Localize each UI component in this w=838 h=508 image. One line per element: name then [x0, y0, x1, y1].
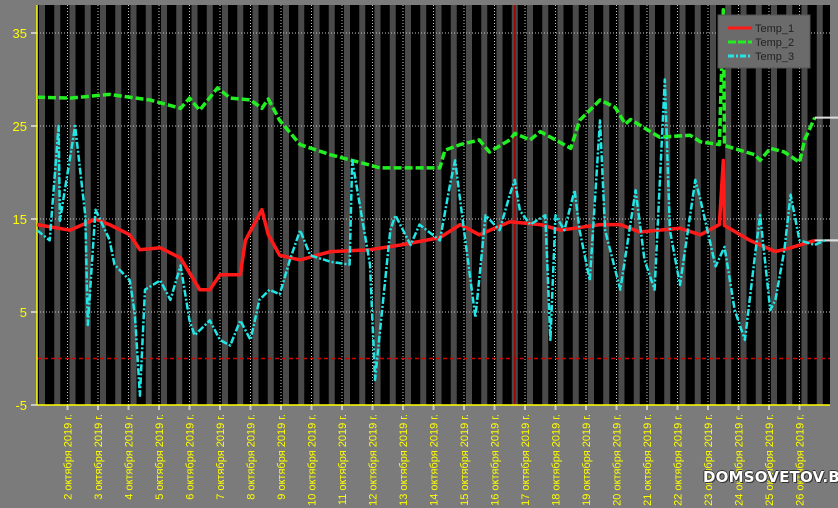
day-night-stripe [130, 5, 137, 405]
day-night-stripe [252, 5, 259, 405]
x-tick-label: 10 октября 2019 г. [307, 414, 319, 506]
series-line-temp-3 [36, 78, 826, 397]
day-night-stripe [176, 5, 183, 405]
legend-label: Temp_3 [755, 51, 794, 63]
x-tick-label: 14 октября 2019 г. [429, 414, 441, 506]
x-tick-label: 6 октября 2019 г. [185, 414, 197, 500]
day-night-stripe [755, 5, 762, 405]
day-night-stripe [481, 5, 488, 405]
day-night-stripe [420, 5, 427, 405]
day-night-stripe [816, 5, 823, 405]
x-tick-label: 20 октября 2019 г. [612, 414, 624, 506]
day-night-stripe [588, 5, 594, 405]
x-tick-label: 18 октября 2019 г. [551, 414, 563, 506]
legend-label: Temp_1 [755, 23, 794, 35]
x-tick-label: 3 октября 2019 г. [93, 414, 105, 500]
day-night-stripe [222, 5, 228, 405]
day-night-stripe [603, 5, 610, 405]
day-night-stripe [161, 5, 167, 405]
day-night-stripe [389, 5, 396, 405]
x-tick-label: 5 октября 2019 г. [154, 414, 166, 500]
day-night-stripe [69, 5, 76, 405]
day-night-stripe [450, 5, 457, 405]
day-night-stripe [206, 5, 213, 405]
day-night-stripe [801, 5, 808, 405]
day-night-stripe [39, 5, 45, 405]
legend-label: Temp_2 [755, 37, 794, 49]
day-night-stripe [374, 5, 381, 405]
y-tick-label: 5 [20, 305, 27, 320]
day-night-stripe [527, 5, 533, 405]
day-night-stripe [435, 5, 442, 405]
day-night-stripe [54, 5, 61, 405]
x-tick-label: 17 октября 2019 г. [520, 414, 532, 506]
x-tick-label: 22 октября 2019 г. [673, 414, 685, 506]
day-night-stripe [344, 5, 350, 405]
legend: Temp_1 Temp_2 Temp_3 [717, 14, 811, 69]
day-night-stripe [313, 5, 320, 405]
series-line-temp-1 [36, 158, 816, 292]
day-night-stripe [679, 5, 686, 405]
day-night-stripe [145, 5, 152, 405]
day-night-stripe [115, 5, 122, 405]
day-night-stripe [740, 5, 747, 405]
day-night-stripe [496, 5, 503, 405]
x-tick-label: 24 октября 2019 г. [734, 414, 746, 506]
x-tick-label: 11 октября 2019 г. [337, 414, 349, 505]
x-tick-label: 21 октября 2019 г. [642, 414, 654, 506]
x-tick-label: 8 октября 2019 г. [246, 414, 258, 500]
day-night-stripe [237, 5, 244, 405]
y-tick-label: -5 [15, 398, 27, 413]
x-tick-label: 26 октября 2019 г. [795, 414, 807, 506]
day-night-stripe [557, 5, 564, 405]
day-night-stripe [771, 5, 777, 405]
y-tick-label: 25 [13, 119, 27, 134]
x-tick-label: 12 октября 2019 г. [368, 414, 380, 506]
day-night-stripe [405, 5, 411, 405]
x-tick-label: 25 октября 2019 г. [764, 414, 776, 506]
y-tick-label: 35 [13, 26, 27, 41]
day-night-stripe [328, 5, 335, 405]
day-night-stripe [267, 5, 274, 405]
day-night-stripe [542, 5, 549, 405]
x-tick-label: 19 октября 2019 г. [581, 414, 593, 506]
x-tick-label: 15 октября 2019 г. [459, 414, 471, 506]
watermark: DOMSOVETOV.BY [703, 468, 838, 486]
day-night-stripe [359, 5, 366, 405]
day-night-stripe [618, 5, 625, 405]
series-line-temp-2 [36, 8, 817, 170]
y-tick-label: 15 [13, 212, 27, 227]
x-tick-label: 16 октября 2019 г. [490, 414, 502, 506]
day-night-stripe [649, 5, 655, 405]
x-tick-label: 9 октября 2019 г. [276, 414, 288, 500]
day-night-stripe [466, 5, 472, 405]
x-tick-label: 2 октября 2019 г. [63, 414, 75, 500]
day-night-stripe [100, 5, 106, 405]
day-night-stripe [84, 5, 91, 405]
day-night-stripe [710, 5, 716, 405]
day-night-stripe [283, 5, 289, 405]
day-night-stripe [664, 5, 671, 405]
day-night-stripe [191, 5, 198, 405]
x-tick-label: 4 октября 2019 г. [124, 414, 136, 500]
x-tick-label: 13 октября 2019 г. [398, 414, 410, 506]
day-night-stripe [725, 5, 732, 405]
x-tick-label: 7 октября 2019 г. [215, 414, 227, 500]
day-night-stripe [694, 5, 701, 405]
x-tick-label: 23 октября 2019 г. [703, 414, 715, 506]
day-night-stripe [298, 5, 305, 405]
